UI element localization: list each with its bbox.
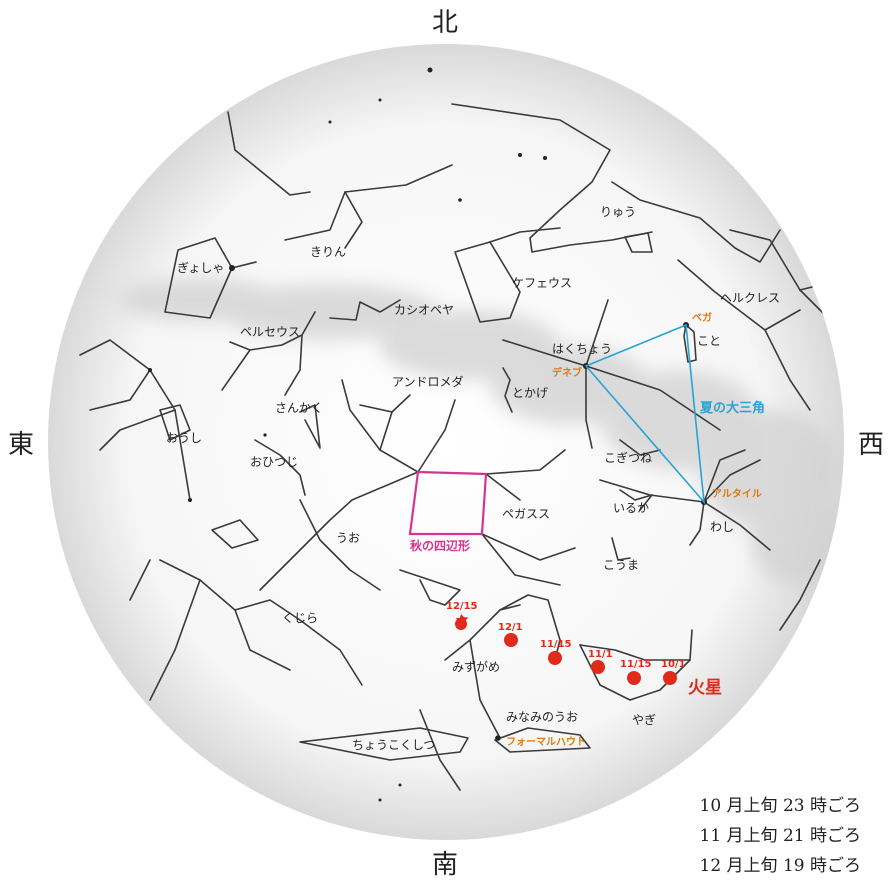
constellation-label-tokage: とかげ: [512, 386, 548, 400]
constellation-label-uo: うお: [336, 531, 360, 545]
mars-date-label: 12/15: [446, 601, 478, 612]
mars-marker-12-1: 12/1: [498, 622, 523, 647]
constellation-label-washi: わし: [710, 520, 734, 534]
mars-marker-11-15-b: 11/15: [620, 659, 652, 685]
mars-marker-12-15: 12/15: [446, 601, 478, 630]
constellation-label-kefeusu: ケフェウス: [512, 276, 572, 290]
constellation-label-kouma: こうま: [603, 558, 639, 572]
mars-marker-11-15: 11/15: [540, 639, 572, 665]
constellation-label-kujira: くじら: [282, 611, 318, 625]
south-label: 南: [432, 850, 459, 880]
constellation-label-kashiopeya: カシオペヤ: [394, 303, 454, 317]
milky-way: [120, 278, 844, 585]
autumn-square-outline: [408, 470, 488, 536]
viewing-time-oct: 10 月上旬 23 時ごろ: [699, 796, 861, 816]
constellation-lines: [79, 103, 841, 791]
mars-date-label: 11/15: [540, 639, 572, 650]
east-label: 東: [8, 430, 35, 460]
mars-label: 火星: [688, 678, 722, 698]
constellation-label-hakuchou: はくちょう: [552, 342, 612, 356]
star-label-deneb: デネブ: [552, 366, 582, 379]
mars-path: 12/15 12/1 11/15 11/1 11/15 10/1 火星: [446, 601, 722, 698]
mars-marker-10-1: 10/1: [661, 659, 686, 685]
constellation-label-sankaku: さんかく: [275, 401, 323, 415]
constellation-label-gyosha: ぎょしゃ: [177, 261, 224, 275]
star-label-fomalhaut: フォーマルハウト: [506, 736, 586, 748]
constellation-label-ohitsuji: おひつじ: [250, 455, 298, 469]
star-label-vega: ベガ: [692, 311, 712, 324]
constellation-label-pegasusu: ペガスス: [502, 507, 550, 521]
summer-triangle-label: 夏の大三角: [699, 400, 765, 416]
constellation-label-peruseusu: ペルセウス: [240, 325, 300, 339]
mars-date-label: 11/1: [588, 649, 613, 660]
north-label: 北: [432, 8, 459, 38]
star-label-altair: アルタイル: [712, 488, 762, 500]
constellation-label-choukokushitsu: ちょうこくしつ: [352, 738, 435, 752]
constellation-label-yagi: やぎ: [632, 713, 656, 727]
constellation-label-kirin: きりん: [310, 245, 346, 259]
constellation-label-iruka: いるか: [613, 501, 649, 515]
constellation-label-andoromeda: アンドロメダ: [392, 374, 464, 389]
west-label: 西: [858, 430, 885, 460]
constellation-label-herukuresu: ヘルクレス: [720, 291, 780, 305]
viewing-time-nov: 11 月上旬 21 時ごろ: [699, 826, 861, 846]
mars-date-label: 11/15: [620, 659, 652, 670]
viewing-time-dec: 12 月上旬 19 時ごろ: [699, 856, 861, 876]
constellation-names: りゅう きりん ぎょしゃ ケフェウス ヘルクレス カシオペヤ ペルセウス はくち…: [166, 205, 780, 752]
autumn-square-label: 秋の四辺形: [410, 538, 470, 553]
summer-triangle-outline: [584, 323, 706, 505]
constellation-label-mizugame: みずがめ: [452, 659, 500, 674]
constellation-label-oushi: おうし: [166, 431, 202, 445]
mars-date-label: 10/1: [661, 659, 686, 670]
constellation-label-kogitsune: こぎつね: [604, 451, 652, 465]
constellation-label-koto: こと: [697, 334, 721, 348]
mars-marker-11-1: 11/1: [588, 649, 613, 674]
constellation-label-minaminouo: みなみのうお: [506, 710, 578, 724]
constellation-label-ryuu: りゅう: [600, 205, 636, 219]
mars-date-label: 12/1: [498, 622, 523, 633]
